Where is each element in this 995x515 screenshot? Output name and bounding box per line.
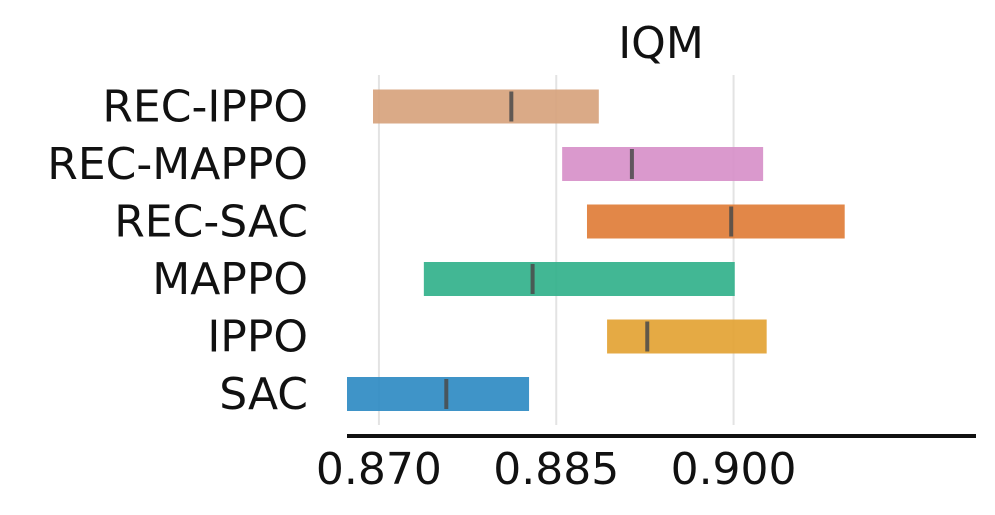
- x-tick-label-2: 0.900: [671, 444, 797, 495]
- y-tick-label-0: REC-IPPO: [102, 82, 308, 133]
- y-tick-labels: REC-IPPO REC-MAPPO REC-SAC MAPPO IPPO SAC: [47, 82, 308, 421]
- chart-title: IQM: [618, 18, 704, 69]
- x-tick-label-0: 0.870: [316, 444, 442, 495]
- interval-bar-4: [607, 319, 767, 354]
- y-tick-label-1: REC-MAPPO: [47, 139, 308, 190]
- interval-bar-5: [347, 377, 530, 411]
- x-tick-label-1: 0.885: [493, 444, 619, 495]
- gridlines: [377, 75, 735, 425]
- interval-bar-3: [423, 262, 735, 296]
- interval-bar-1: [562, 147, 764, 181]
- y-tick-label-3: MAPPO: [152, 254, 308, 305]
- y-tick-label-4: IPPO: [207, 312, 308, 363]
- interval-bar-0: [373, 89, 599, 124]
- y-tick-label-2: REC-SAC: [114, 197, 308, 248]
- x-tick-labels: 0.870 0.885 0.900: [316, 444, 797, 495]
- y-tick-label-5: SAC: [219, 369, 308, 420]
- interval-bars: [347, 89, 845, 411]
- interval-bar-2: [586, 204, 845, 239]
